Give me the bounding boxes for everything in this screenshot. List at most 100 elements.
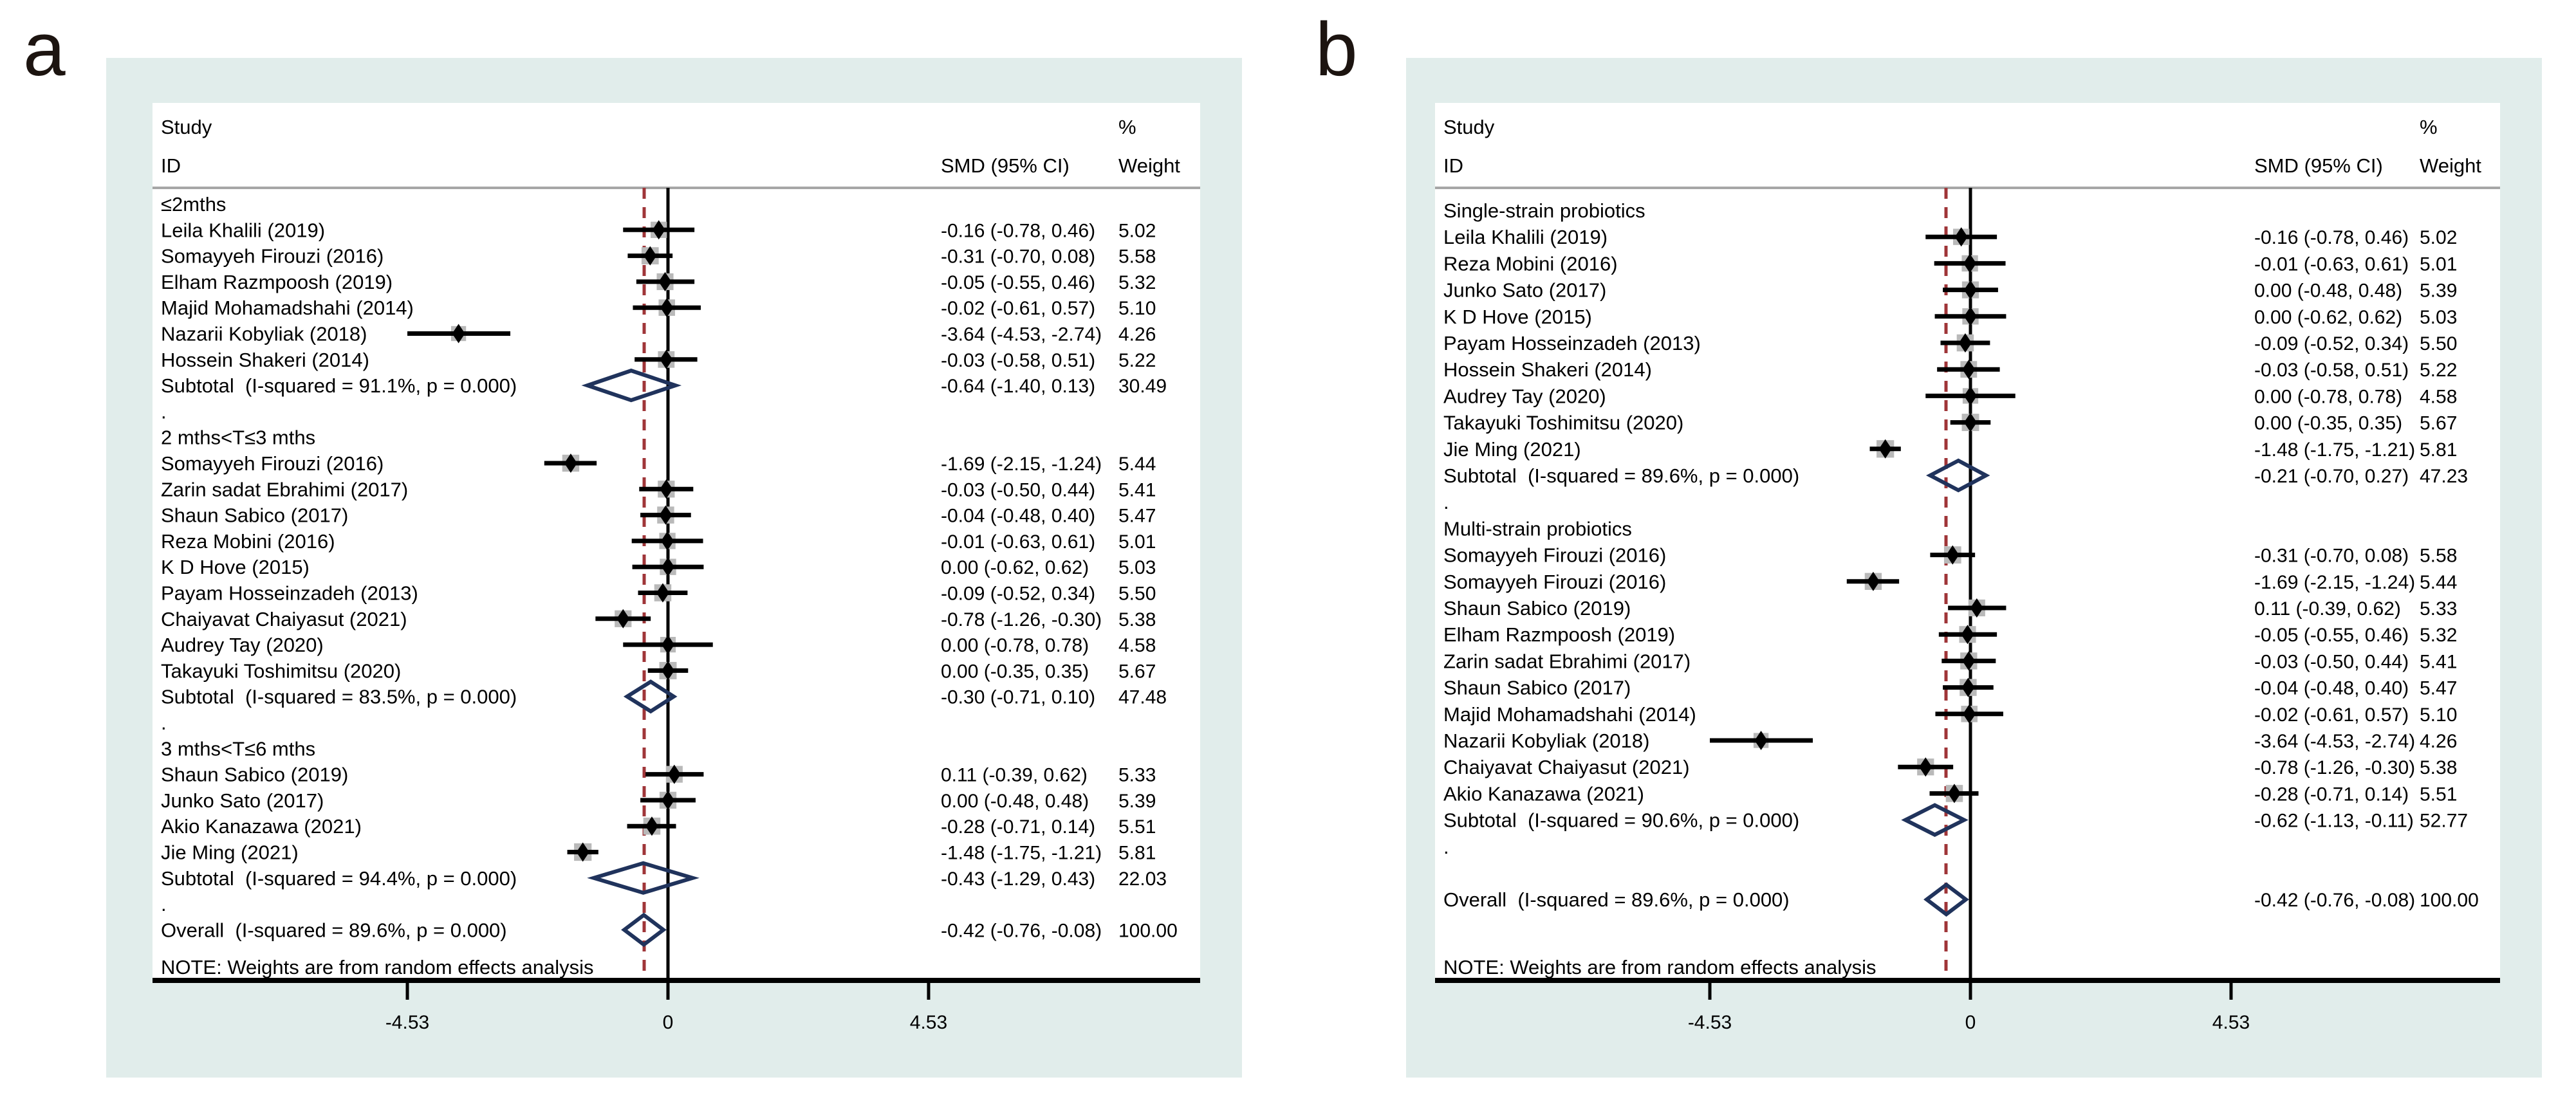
smd-value: -0.03 (-0.50, 0.44) <box>941 479 1095 500</box>
weight-value: 5.47 <box>1118 506 1156 527</box>
effect-marker <box>1962 360 1976 380</box>
weight-value: 5.50 <box>2420 333 2457 354</box>
overall-label: Overall (I-squared = 89.6%, p = 0.000) <box>161 919 507 941</box>
axis-tick-label: 0 <box>663 1012 674 1033</box>
weight-value: 4.58 <box>1118 635 1156 656</box>
smd-value: -0.28 (-0.71, 0.14) <box>2254 784 2409 805</box>
study-row: Jie Ming (2021) -1.48 (-1.75, -1.21) 5.81 <box>1443 438 2457 461</box>
weight-value: 5.01 <box>2420 253 2457 275</box>
study-label: Chaiyavat Chaiyasut (2021) <box>161 608 407 630</box>
smd-value: -0.64 (-1.40, 0.13) <box>941 376 1095 397</box>
smd-value: 0.00 (-0.35, 0.35) <box>941 661 1089 682</box>
study-row: Audrey Tay (2020) 0.00 (-0.78, 0.78) 4.58 <box>161 634 1156 656</box>
smd-value: -3.64 (-4.53, -2.74) <box>941 324 1102 345</box>
study-label: K D Hove (2015) <box>1443 306 1592 328</box>
effect-marker <box>1866 571 1880 591</box>
effect-marker <box>662 790 674 810</box>
separator-dot: . <box>1443 491 1449 513</box>
study-label: Audrey Tay (2020) <box>1443 385 1606 407</box>
effect-marker <box>1954 227 1968 247</box>
study-row: Somayyeh Firouzi (2016) -1.69 (-2.15, -1.… <box>1443 571 2457 593</box>
effect-marker <box>1961 677 1975 697</box>
group-row: 2 mths<T≤3 mths <box>161 427 315 449</box>
note-text: NOTE: Weights are from random effects an… <box>161 956 594 978</box>
weight-value: 5.39 <box>1118 791 1156 812</box>
group-row: ≤2mths <box>161 193 226 216</box>
dot-row: . <box>161 893 167 915</box>
column-header-weight: Weight <box>2420 154 2481 177</box>
study-label: Shaun Sabico (2019) <box>161 764 348 786</box>
effect-marker <box>656 583 669 603</box>
study-row: Shaun Sabico (2019) 0.11 (-0.39, 0.62) 5.3… <box>1443 597 2457 620</box>
group-label: Single-strain probiotics <box>1443 199 1645 222</box>
panel-label-b: b <box>1315 7 1358 92</box>
effect-marker <box>667 764 681 784</box>
effect-marker <box>661 531 674 551</box>
effect-marker <box>1964 306 1977 326</box>
subtotal-label: Subtotal (I-squared = 91.1%, p = 0.000) <box>161 374 517 397</box>
study-label: Junko Sato (2017) <box>161 789 324 812</box>
study-label: Reza Mobini (2016) <box>1443 252 1618 275</box>
study-row: Elham Razmpoosh (2019) -0.05 (-0.55, 0.46… <box>161 271 1156 293</box>
dot-row: . <box>1443 491 1449 513</box>
smd-value: 0.00 (-0.48, 0.48) <box>2254 280 2402 302</box>
study-row: K D Hove (2015) 0.00 (-0.62, 0.62) 5.03 <box>161 556 1156 578</box>
smd-value: -0.03 (-0.58, 0.51) <box>941 350 1095 371</box>
effect-marker <box>644 246 657 266</box>
group-row: Multi-strain probiotics <box>1443 517 1632 540</box>
study-label: Hossein Shakeri (2014) <box>161 349 369 371</box>
effect-marker <box>660 298 674 318</box>
smd-value: -0.43 (-1.29, 0.43) <box>941 868 1095 890</box>
overall-row: Overall (I-squared = 89.6%, p = 0.000) -0… <box>161 912 1178 948</box>
study-label: Zarin sadat Ebrahimi (2017) <box>1443 650 1691 672</box>
effect-marker <box>662 635 674 655</box>
smd-value: -0.42 (-0.76, -0.08) <box>941 920 1102 941</box>
column-header-percent: % <box>1118 116 1136 138</box>
effect-marker <box>1878 439 1892 459</box>
study-row: Akio Kanazawa (2021) -0.28 (-0.71, 0.14) 5… <box>161 815 1156 838</box>
study-label: Majid Mohamadshahi (2014) <box>1443 703 1696 726</box>
study-label: Payam Hosseinzadeh (2013) <box>161 582 418 605</box>
subtotal-label: Subtotal (I-squared = 94.4%, p = 0.000) <box>161 867 517 890</box>
study-label: Somayyeh Firouzi (2016) <box>1443 571 1666 593</box>
effect-marker <box>1962 651 1976 671</box>
effect-marker <box>652 220 665 240</box>
effect-marker <box>658 271 672 291</box>
subtotal-diamond <box>623 679 678 714</box>
smd-value: -0.05 (-0.55, 0.46) <box>941 272 1095 293</box>
weight-value: 5.22 <box>2420 360 2457 381</box>
study-label: Nazarii Kobyliak (2018) <box>1443 730 1649 752</box>
group-label: ≤2mths <box>161 193 226 216</box>
weight-value: 5.67 <box>2420 413 2457 434</box>
weight-value: 5.02 <box>1118 220 1156 241</box>
weight-value: 5.47 <box>2420 678 2457 699</box>
overall-diamond <box>1923 882 1969 917</box>
study-row: Somayyeh Firouzi (2016) -0.31 (-0.70, 0.0… <box>161 245 1156 268</box>
smd-value: -0.09 (-0.52, 0.34) <box>941 583 1095 605</box>
smd-value: -0.28 (-0.71, 0.14) <box>941 816 1095 838</box>
plot-area <box>1435 103 2500 980</box>
smd-value: -0.04 (-0.48, 0.40) <box>2254 678 2409 699</box>
weight-value: 5.81 <box>2420 439 2457 461</box>
axis-tick-label: 0 <box>1965 1012 1976 1033</box>
axis-tick-label: 4.53 <box>2212 1012 2250 1033</box>
weight-value: 5.22 <box>1118 350 1156 371</box>
weight-value: 5.10 <box>2420 704 2457 726</box>
study-row: Jie Ming (2021) -1.48 (-1.75, -1.21) 5.81 <box>161 841 1156 864</box>
weight-value: 5.01 <box>1118 531 1156 553</box>
overall-label: Overall (I-squared = 89.6%, p = 0.000) <box>1443 888 1790 911</box>
smd-value: -1.69 (-2.15, -1.24) <box>941 454 1102 475</box>
smd-value: -0.30 (-0.71, 0.10) <box>941 687 1095 708</box>
study-row: Akio Kanazawa (2021) -0.28 (-0.71, 0.14) 5… <box>1443 782 2457 805</box>
study-label: Majid Mohamadshahi (2014) <box>161 297 414 319</box>
column-header-smd: SMD (95% CI) <box>2254 154 2383 177</box>
weight-value: 5.58 <box>1118 246 1156 268</box>
study-label: Akio Kanazawa (2021) <box>161 815 362 838</box>
panel-label-a: a <box>23 7 66 92</box>
study-label: Reza Mobini (2016) <box>161 530 335 553</box>
study-row: Somayyeh Firouzi (2016) -0.31 (-0.70, 0.0… <box>1443 544 2457 567</box>
column-header-id: ID <box>1443 154 1463 177</box>
study-row: Shaun Sabico (2019) 0.11 (-0.39, 0.62) 5.3… <box>161 764 1156 786</box>
effect-marker <box>1964 386 1977 406</box>
study-row: Somayyeh Firouzi (2016) -1.69 (-2.15, -1.… <box>161 452 1156 475</box>
